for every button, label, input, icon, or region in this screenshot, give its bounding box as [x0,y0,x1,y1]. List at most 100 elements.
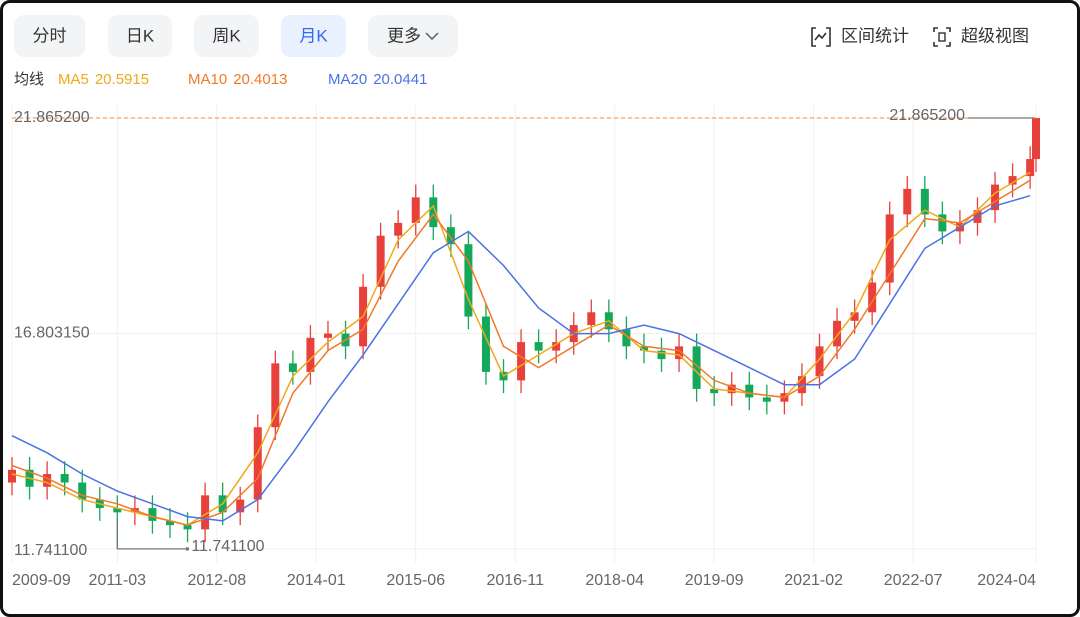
x-tick-label: 2021-02 [784,572,843,589]
tab-label: 月K [299,26,328,45]
min-label: 11.741100 [191,538,264,555]
x-tick-label: 2019-09 [685,572,744,589]
candle-body [815,346,824,377]
moving-average-line [11,194,1031,522]
range-stats-icon [811,27,831,47]
candle-body [201,495,210,530]
tab-background [194,15,259,57]
candle-body [113,508,122,513]
candle-body [481,316,490,372]
candle [148,495,157,534]
tab-background [108,15,172,57]
candle-body [446,227,455,245]
legend-value: 20.5915 [95,71,149,88]
candle [323,320,332,351]
candle-body [165,520,174,526]
candle-body [657,350,666,360]
legend-name: MA10 [188,71,227,88]
super-view-button[interactable]: 超级视图 [933,26,1029,47]
candle-body [552,342,561,351]
candle-body [991,184,1000,211]
super-view-label: 超级视图 [961,26,1029,45]
candle-body [429,197,438,228]
max-label: 21.865200 [889,107,965,124]
candle-body [727,384,736,394]
candle-body [920,188,929,215]
moving-average-line [11,179,1031,526]
candle-body [745,384,754,398]
candle-body [868,282,877,313]
x-tick-label: 2012-08 [187,572,246,589]
x-tick-label: 2022-07 [884,572,943,589]
tab-button[interactable]: 日K [108,15,172,57]
candle [815,333,824,389]
candle-body [903,188,912,215]
candle-body [60,474,69,483]
super-view-icon [933,27,951,47]
candle [833,308,842,360]
legend-value: 20.0441 [373,71,427,88]
candle [271,350,280,440]
candle-body [78,482,87,500]
tab-button[interactable]: 月K [281,15,346,57]
legend-name: MA5 [58,71,89,88]
candle-body [288,363,297,372]
candle-body [394,222,403,236]
candle-body [850,312,859,321]
candle [201,482,210,543]
tab-button[interactable]: 分时 [14,15,85,57]
legend-entry: MA20 20.0441 [328,71,427,88]
candle [727,371,736,406]
candle-body [8,469,16,483]
candle [675,333,684,372]
tab-button[interactable]: 更多 [368,15,458,57]
candle [253,414,262,513]
legend-name: MA20 [328,71,367,88]
y-tick-label: 16.803150 [14,325,90,342]
candle [78,469,87,513]
candle [429,184,438,240]
legend-entry: MA10 20.4013 [188,71,287,88]
candle-body [236,499,245,513]
candle [481,303,490,385]
tab-button[interactable]: 周K [194,15,259,57]
candle [534,329,543,364]
candle [411,184,420,236]
legend-entry: MA5 20.5915 [58,71,149,88]
candle-body [938,214,947,232]
range-stats-button[interactable]: 区间统计 [811,26,909,47]
candle-body [464,244,473,317]
x-tick-label: 2014-01 [287,572,346,589]
candle-body [885,214,894,283]
candle [745,371,754,411]
candle-body [271,363,280,428]
candle-body [534,342,543,351]
candle [446,214,455,257]
candle [464,231,473,330]
candle-body [762,397,771,402]
candle [868,269,877,326]
x-tick-label: 2018-04 [585,572,644,589]
candle [885,201,894,296]
candle-body [833,320,842,347]
min-pointer-dot [185,547,190,551]
super-view-icon-core [938,32,946,42]
candle [60,461,69,496]
candle [1032,117,1040,172]
candle-body [622,329,631,347]
candle [657,337,666,372]
candle-body [376,235,385,287]
candle [991,171,1000,223]
x-tick-label: 2011-03 [89,572,147,589]
candle [306,325,315,385]
candle [762,384,771,415]
candle-body [253,427,262,500]
y-tick-label: 11.741100 [14,542,87,559]
candle-body [183,525,192,530]
candle [622,316,631,360]
tab-background [14,15,85,57]
candle-body [43,474,52,487]
candle [288,350,297,385]
